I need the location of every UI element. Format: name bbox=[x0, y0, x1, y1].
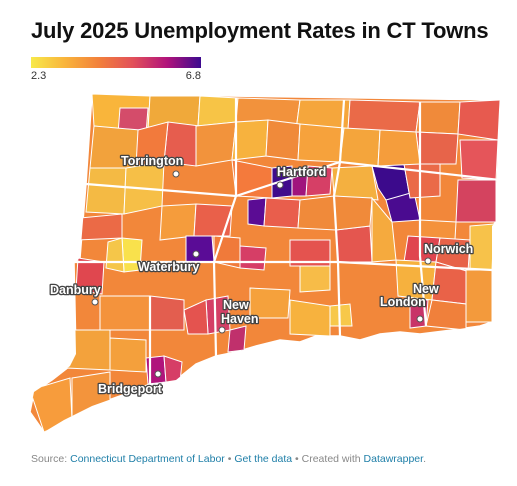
city-label: New bbox=[223, 298, 249, 312]
town-region[interactable] bbox=[249, 287, 291, 319]
city-new-haven[interactable]: New Haven bbox=[218, 297, 260, 334]
city-label: Waterbury bbox=[138, 260, 199, 274]
town-region[interactable] bbox=[185, 235, 215, 263]
town-region[interactable] bbox=[99, 295, 151, 331]
ct-towns-map[interactable]: Torrington Hartford Waterbury Norwich Da… bbox=[0, 90, 517, 440]
town-region[interactable] bbox=[469, 223, 495, 271]
town-region[interactable] bbox=[289, 299, 331, 337]
created-with-text: Created with bbox=[301, 453, 361, 465]
town-region[interactable] bbox=[183, 299, 209, 335]
city-label: Torrington bbox=[121, 154, 183, 168]
separator: • bbox=[227, 453, 232, 465]
town-region[interactable] bbox=[459, 139, 499, 181]
city-marker-icon bbox=[172, 170, 180, 178]
city-marker-icon bbox=[192, 250, 200, 258]
town-region[interactable] bbox=[339, 127, 381, 167]
legend-min-label: 2.3 bbox=[31, 70, 47, 82]
city-label: Danbury bbox=[50, 283, 101, 297]
city-bridgeport[interactable]: Bridgeport bbox=[97, 370, 164, 397]
source-link[interactable]: Connecticut Department of Labor bbox=[70, 453, 225, 465]
chart-title: July 2025 Unemployment Rates in CT Towns bbox=[31, 18, 489, 43]
town-region[interactable] bbox=[247, 197, 267, 227]
get-data-link[interactable]: Get the data bbox=[234, 453, 293, 465]
town-region[interactable] bbox=[425, 299, 467, 331]
city-markers: Torrington Hartford Waterbury Norwich Da… bbox=[49, 153, 475, 398]
town-region[interactable] bbox=[65, 329, 111, 371]
town-region[interactable] bbox=[377, 129, 421, 167]
city-marker-icon bbox=[218, 326, 226, 334]
city-marker-icon bbox=[416, 315, 424, 323]
city-torrington[interactable]: Torrington bbox=[120, 153, 185, 178]
city-marker-icon bbox=[276, 181, 284, 189]
city-new-london[interactable]: New London bbox=[379, 281, 440, 323]
town-region[interactable] bbox=[415, 101, 461, 135]
town-region[interactable] bbox=[195, 121, 237, 167]
legend-max-label: 6.8 bbox=[185, 70, 201, 82]
town-region[interactable] bbox=[331, 165, 379, 201]
town-region[interactable] bbox=[109, 337, 147, 373]
town-region[interactable] bbox=[347, 99, 421, 133]
town-region[interactable] bbox=[75, 257, 105, 295]
town-region[interactable] bbox=[465, 269, 493, 323]
city-danbury[interactable]: Danbury bbox=[49, 282, 102, 306]
town-region[interactable] bbox=[193, 203, 233, 237]
city-label: Hartford bbox=[277, 165, 326, 179]
town-region[interactable] bbox=[239, 245, 267, 271]
city-marker-icon bbox=[154, 370, 162, 378]
city-hartford[interactable]: Hartford bbox=[276, 164, 328, 189]
town-region[interactable] bbox=[105, 237, 125, 273]
town-region[interactable] bbox=[265, 119, 301, 161]
legend-gradient-bar bbox=[31, 57, 201, 68]
town-region[interactable] bbox=[297, 123, 345, 163]
town-region[interactable] bbox=[415, 131, 459, 165]
city-waterbury[interactable]: Waterbury bbox=[137, 250, 201, 275]
town-region[interactable] bbox=[197, 95, 239, 127]
town-region[interactable] bbox=[159, 203, 197, 241]
town-region[interactable] bbox=[227, 325, 247, 353]
color-legend: 2.3 6.8 bbox=[31, 57, 201, 82]
town-region[interactable] bbox=[30, 377, 73, 432]
source-prefix: Source: bbox=[31, 453, 68, 465]
city-marker-icon bbox=[424, 257, 432, 265]
town-region[interactable] bbox=[333, 195, 373, 231]
town-region[interactable] bbox=[299, 265, 331, 293]
town-region[interactable] bbox=[457, 99, 500, 141]
town-region[interactable] bbox=[231, 119, 269, 161]
city-label: Norwich bbox=[424, 242, 473, 256]
city-label: London bbox=[380, 295, 426, 309]
town-region[interactable] bbox=[335, 225, 373, 263]
town-region[interactable] bbox=[455, 179, 497, 223]
city-norwich[interactable]: Norwich bbox=[423, 241, 475, 265]
city-marker-icon bbox=[91, 298, 99, 306]
town-region[interactable] bbox=[297, 195, 337, 231]
town-region[interactable] bbox=[149, 295, 185, 331]
datawrapper-link[interactable]: Datawrapper bbox=[363, 453, 424, 465]
period: . bbox=[423, 453, 426, 465]
separator: • bbox=[295, 453, 299, 465]
town-region[interactable] bbox=[263, 197, 301, 229]
town-region[interactable] bbox=[329, 303, 353, 327]
county-boundaries bbox=[74, 98, 500, 384]
town-region[interactable] bbox=[71, 371, 111, 421]
town-region[interactable] bbox=[85, 167, 127, 215]
city-label: Haven bbox=[221, 312, 259, 326]
town-region[interactable] bbox=[77, 213, 123, 241]
source-footer: Source: Connecticut Department of Labor … bbox=[31, 453, 426, 465]
city-label: Bridgeport bbox=[98, 382, 163, 396]
city-label: New bbox=[413, 282, 439, 296]
